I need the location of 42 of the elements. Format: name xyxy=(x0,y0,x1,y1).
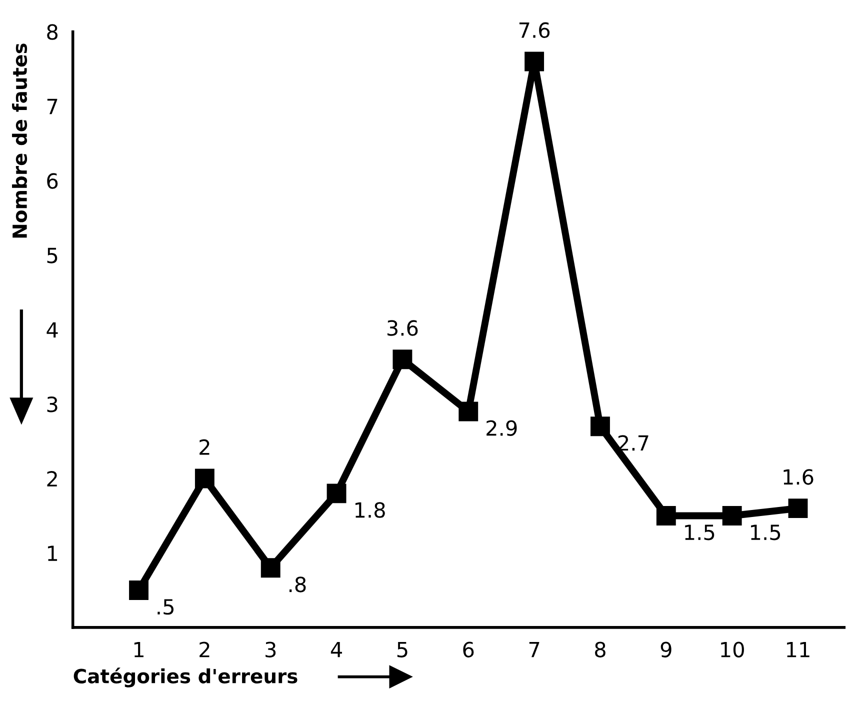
x-tick-label: 8 xyxy=(595,642,606,658)
data-label: 7.6 xyxy=(519,22,550,38)
data-label: .5 xyxy=(158,599,174,615)
x-tick-label: 7 xyxy=(529,642,540,658)
point xyxy=(392,350,412,370)
point xyxy=(458,402,478,422)
point xyxy=(194,468,214,488)
y-tick-label: 6 xyxy=(47,173,58,189)
data-label: 2.9 xyxy=(486,420,517,436)
data-label: 1.5 xyxy=(751,524,780,540)
point xyxy=(129,580,148,600)
data-label: .8 xyxy=(290,576,306,592)
x-tick-label: 11 xyxy=(787,642,810,658)
x-tick-label: 2 xyxy=(200,642,210,658)
y-tick-label: 5 xyxy=(47,248,58,264)
data-label: 3.6 xyxy=(387,320,418,336)
y-tick-label: 1 xyxy=(48,546,58,561)
point xyxy=(326,484,346,504)
x-tick-label: 1 xyxy=(134,642,144,658)
x-tick-label: 6 xyxy=(463,642,474,658)
y-tick-label: 7 xyxy=(47,98,58,114)
point xyxy=(788,498,808,518)
point xyxy=(656,506,676,526)
point xyxy=(722,506,742,526)
y-tick-label: 4 xyxy=(46,322,58,338)
point xyxy=(524,52,544,72)
point xyxy=(260,558,280,578)
data-label: 1.8 xyxy=(355,502,385,518)
x-tick-label: 10 xyxy=(721,642,744,658)
data-label: 1.6 xyxy=(784,469,814,485)
y-tick-label: 3 xyxy=(47,396,58,412)
x-tick-label: 9 xyxy=(660,642,672,658)
y-tick-label: 2 xyxy=(47,470,57,486)
point xyxy=(590,416,610,436)
y-axis-title: Nombre de fautes xyxy=(12,44,28,238)
x-axis-title: Catégories d'erreurs xyxy=(74,668,298,688)
x-tick-label: 5 xyxy=(397,642,408,658)
data-label: 2 xyxy=(200,439,210,455)
y-tick-label: 8 xyxy=(47,24,58,40)
x-tick-label: 4 xyxy=(330,642,342,658)
data-label: 1.5 xyxy=(685,524,714,540)
x-tick-label: 3 xyxy=(266,642,276,658)
